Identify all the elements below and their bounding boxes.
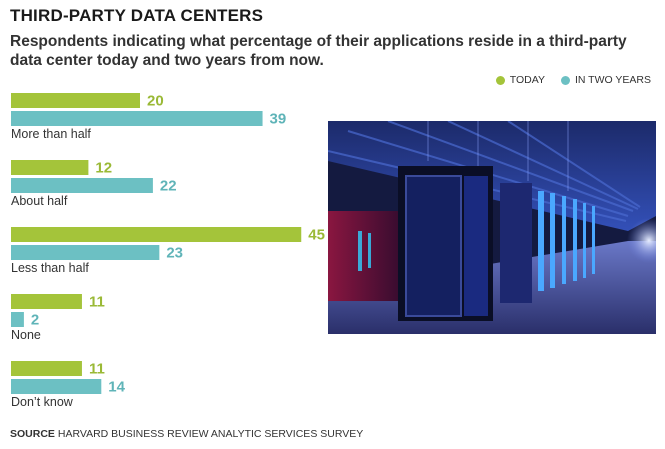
legend-label-future: IN TWO YEARS — [574, 74, 651, 86]
legend-item-future: IN TWO YEARS — [560, 74, 651, 86]
bar-chart: 20 39 More than half 12 22 About half 45 23 Less… — [11, 93, 325, 409]
legend-swatch-today — [495, 75, 505, 85]
legend-swatch-future — [560, 75, 570, 85]
chart-title: THIRD-PARTY DATA CENTERS — [10, 6, 264, 25]
bar-future-1 — [11, 111, 263, 126]
chart-legend: TODAY IN TWO YEARS — [495, 74, 651, 86]
category-label-3: Less than half — [11, 261, 89, 275]
source-label: SOURCE — [10, 428, 55, 440]
value-label-today-3: 45 — [308, 227, 325, 244]
category-label-2: About half — [11, 194, 68, 208]
value-label-future-4: 2 — [31, 312, 39, 329]
value-label-today-4: 11 — [89, 294, 105, 311]
bar-future-3 — [11, 245, 160, 260]
value-label-future-1: 39 — [270, 111, 287, 128]
source-text: HARVARD BUSINESS REVIEW ANALYTIC SERVICE… — [57, 428, 364, 440]
data-center-photo — [328, 121, 656, 334]
bar-today-2 — [11, 160, 89, 175]
bar-today-3 — [11, 227, 302, 242]
value-label-today-2: 12 — [95, 160, 112, 177]
source-note: SOURCE HARVARD BUSINESS REVIEW ANALYTIC … — [10, 428, 363, 440]
value-label-today-5: 11 — [89, 361, 105, 378]
bar-future-4 — [11, 312, 24, 327]
category-label-4: None — [11, 328, 41, 342]
bar-today-1 — [11, 93, 140, 108]
legend-label-today: TODAY — [509, 74, 545, 86]
bar-today-5 — [11, 361, 82, 376]
bar-future-5 — [11, 379, 102, 394]
chart-subtitle: Respondents indicating what percentage o… — [10, 33, 627, 69]
category-label-1: More than half — [11, 127, 91, 141]
legend-item-today: TODAY — [495, 74, 545, 86]
value-label-today-1: 20 — [147, 93, 164, 110]
value-label-future-2: 22 — [160, 178, 177, 195]
value-label-future-3: 23 — [166, 245, 183, 262]
value-label-future-5: 14 — [108, 379, 125, 396]
bar-today-4 — [11, 294, 82, 309]
bar-future-2 — [11, 178, 153, 193]
category-label-5: Don’t know — [11, 395, 74, 409]
